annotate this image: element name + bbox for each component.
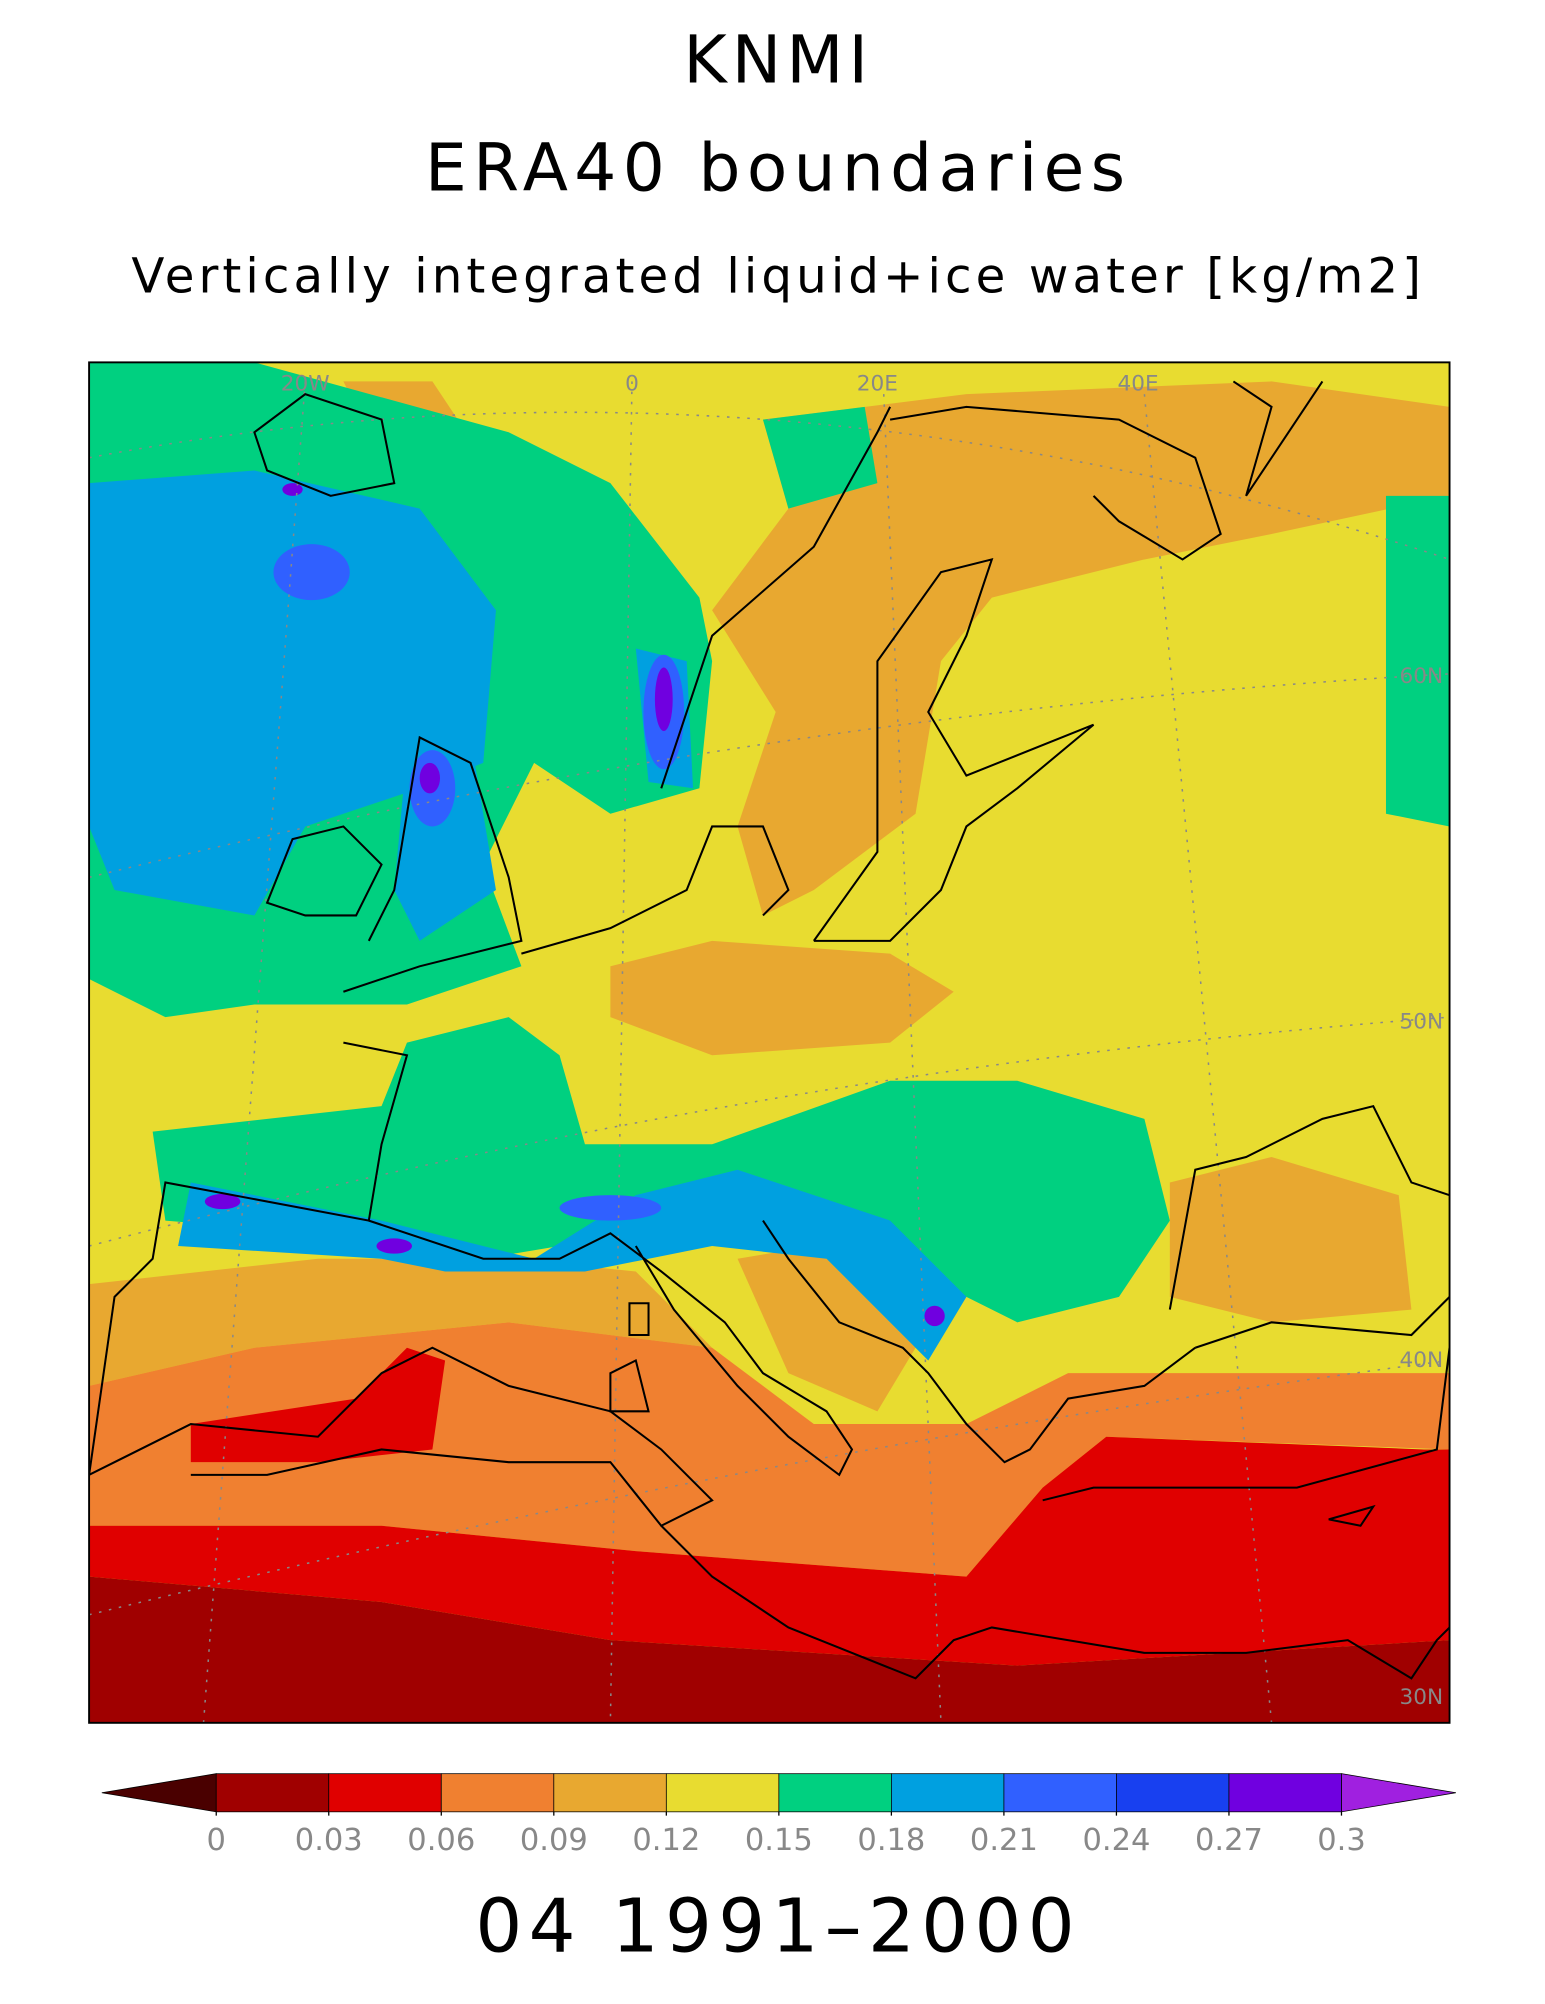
colorbar-tick-label: 0.03 bbox=[295, 1823, 363, 1858]
colorbar-tick-label: 0.21 bbox=[970, 1823, 1038, 1858]
map-field bbox=[89, 362, 1450, 1723]
colorbar-tick-label: 0.09 bbox=[520, 1823, 588, 1858]
colorbar-tick-label: 0 bbox=[207, 1823, 226, 1858]
title: KNMI bbox=[683, 22, 873, 99]
field-region bbox=[273, 544, 685, 1221]
lat-label: 40N bbox=[1400, 1348, 1444, 1373]
field-region bbox=[89, 1576, 1450, 1723]
lat-label: 30N bbox=[1400, 1685, 1444, 1710]
graticule bbox=[89, 381, 1450, 1723]
colorbar-bin bbox=[440, 1773, 555, 1813]
lon-label: 20E bbox=[857, 371, 898, 396]
map-frame bbox=[88, 361, 1451, 1724]
colorbar-bin bbox=[1116, 1773, 1230, 1813]
variable-title: Vertically integrated liquid+ice water [… bbox=[131, 248, 1425, 304]
colorbar-tick-label: 0.15 bbox=[745, 1823, 813, 1858]
colorbar-tick-label: 0.06 bbox=[407, 1823, 475, 1858]
colorbar-bin bbox=[215, 1773, 330, 1813]
subtitle: ERA40 boundaries bbox=[425, 130, 1131, 207]
lon-label: 20W bbox=[281, 371, 330, 396]
footer: 04 1991–2000 bbox=[475, 1885, 1081, 1970]
colorbar-over bbox=[1341, 1773, 1456, 1813]
colorbar-bin bbox=[665, 1773, 780, 1813]
colorbar-tick-label: 0.3 bbox=[1317, 1823, 1366, 1858]
coastline bbox=[89, 380, 1450, 1680]
colorbar-tick-label: 0.24 bbox=[1082, 1823, 1150, 1858]
lon-label: 40E bbox=[1117, 371, 1158, 396]
colorbar-under bbox=[101, 1773, 217, 1813]
colorbar-bin bbox=[328, 1773, 442, 1813]
lat-label: 50N bbox=[1400, 1010, 1444, 1035]
colorbar-tick-label: 0.12 bbox=[632, 1823, 700, 1858]
field-region bbox=[89, 381, 1450, 1412]
lon-label: 0 bbox=[625, 371, 639, 396]
colorbar: 0 0.03 0.06 0.09 0.12 0.15 0.18 0.21 0.24 0.27 0.3 bbox=[101, 1773, 1456, 1858]
colorbar-bin bbox=[1003, 1773, 1117, 1813]
map: 20W 0 20E 40E 60N 50N 40N 30N bbox=[88, 361, 1451, 1724]
field-region bbox=[204, 483, 945, 1327]
colorbar-bin bbox=[890, 1773, 1005, 1813]
colorbar-tick-label: 0.27 bbox=[1195, 1823, 1263, 1858]
colorbar-bin bbox=[553, 1773, 667, 1813]
colorbar-bin bbox=[778, 1773, 892, 1813]
field-region bbox=[89, 1347, 1450, 1666]
colorbar-bin bbox=[1228, 1773, 1342, 1813]
colorbar-tick-label: 0.18 bbox=[857, 1823, 925, 1858]
lat-label: 60N bbox=[1400, 664, 1444, 689]
